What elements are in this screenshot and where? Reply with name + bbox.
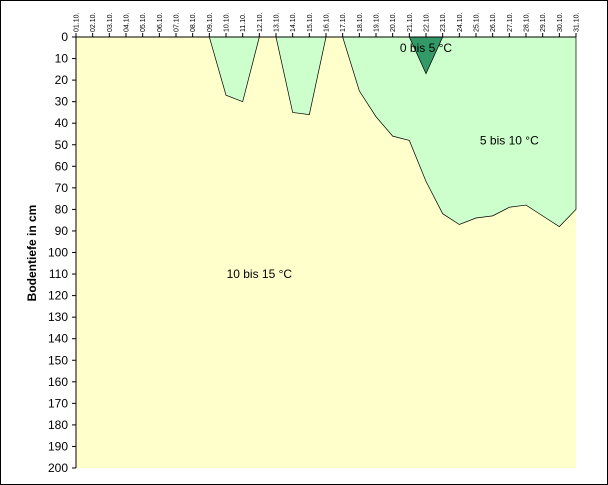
- x-tick-label: 27.10.: [507, 12, 514, 32]
- y-tick-label: 40: [55, 116, 69, 130]
- y-tick-label: 80: [55, 202, 69, 216]
- x-tick-label: 12.10.: [257, 12, 264, 32]
- x-tick-label: 02.10.: [90, 12, 97, 32]
- x-tick-label: 23.10.: [440, 12, 447, 32]
- x-tick-label: 09.10.: [207, 12, 214, 32]
- x-tick-label: 16.10.: [324, 12, 331, 32]
- x-tick-label: 29.10.: [540, 12, 547, 32]
- x-tick-label: 22.10.: [424, 12, 431, 32]
- y-tick-label: 60: [55, 159, 69, 173]
- plot-areas: [76, 36, 577, 468]
- region-label: 10 bis 15 °C: [227, 267, 293, 281]
- x-tick-label: 08.10.: [190, 12, 197, 32]
- y-tick-label: 160: [48, 375, 68, 389]
- y-tick-label: 180: [48, 418, 68, 432]
- x-tick-label: 30.10.: [557, 12, 564, 32]
- y-tick-label: 100: [48, 246, 68, 260]
- region-label: 5 bis 10 °C: [480, 133, 539, 147]
- x-tick-label: 03.10.: [107, 12, 114, 32]
- x-tick-label: 20.10.: [390, 12, 397, 32]
- y-tick-label: 110: [49, 267, 68, 281]
- x-tick-label: 18.10.: [357, 12, 364, 32]
- x-tick-label: 07.10.: [174, 12, 181, 32]
- x-tick-label: 28.10.: [524, 12, 531, 32]
- x-tick-label: 17.10.: [340, 12, 347, 32]
- x-ticks: 01.10. 02.10. 03.10. 04.10. 05.10. 06.10. 07.1…: [74, 12, 581, 37]
- x-tick-label: 10.10.: [224, 12, 231, 32]
- x-tick-label: 21.10.: [407, 12, 414, 32]
- annotations: 0 bis 5 °C 5 bis 10 °C 10 bis 15 °C: [227, 41, 540, 281]
- y-tick-label: 30: [55, 95, 69, 109]
- x-tick-label: 11.10.: [240, 13, 247, 32]
- y-tick-label: 140: [48, 332, 68, 346]
- y-tick-label: 120: [48, 289, 68, 303]
- x-tick-label: 13.10.: [274, 12, 281, 32]
- y-tick-label: 200: [48, 461, 68, 475]
- x-tick-label: 04.10.: [124, 12, 131, 32]
- y-axis-title: Bodentiefe in cm: [25, 205, 39, 302]
- y-tick-label: 0: [61, 30, 68, 44]
- y-tick-label: 50: [55, 138, 69, 152]
- region-label: 0 bis 5 °C: [400, 41, 452, 55]
- y-tick-label: 170: [48, 396, 68, 410]
- x-tick-label: 15.10.: [307, 12, 314, 32]
- x-tick-label: 26.10.: [490, 12, 497, 32]
- x-tick-label: 24.10.: [457, 12, 464, 32]
- x-tick-label: 05.10.: [140, 12, 147, 32]
- y-tick-label: 70: [55, 181, 69, 195]
- y-ticks: 0 10 20 30 40 50 60 70 80 90 100 110 120 130 140 150 160…: [48, 30, 76, 475]
- y-tick-label: 90: [55, 224, 69, 238]
- y-tick-label: 150: [48, 353, 68, 367]
- x-tick-label: 19.10.: [374, 12, 381, 32]
- x-tick-label: 25.10.: [474, 12, 481, 32]
- x-tick-label: 31.10.: [574, 12, 581, 32]
- y-tick-label: 10: [55, 52, 69, 66]
- y-tick-label: 20: [55, 73, 69, 87]
- y-tick-label: 190: [48, 439, 68, 453]
- y-tick-label: 130: [48, 310, 68, 324]
- x-tick-label: 14.10.: [290, 12, 297, 32]
- x-tick-label: 06.10.: [157, 12, 164, 32]
- x-tick-label: 01.10.: [74, 12, 81, 32]
